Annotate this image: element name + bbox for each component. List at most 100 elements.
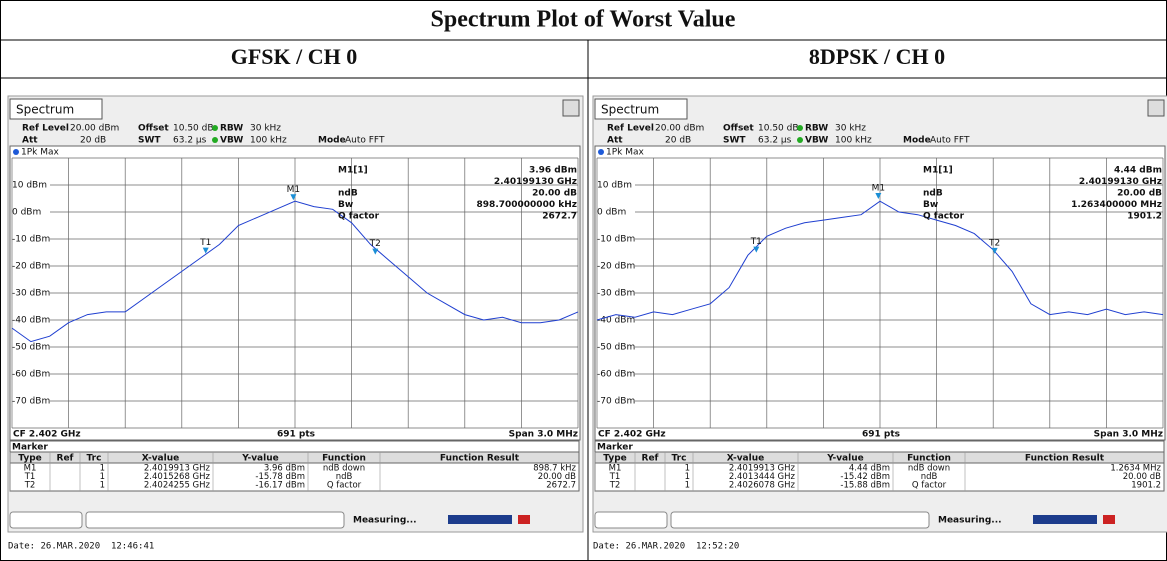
info-value: 2.40199130 GHz — [1079, 177, 1162, 187]
column-header: Function Result — [1025, 454, 1105, 464]
setting-label: Mode — [318, 136, 346, 146]
setting-label: Offset — [138, 124, 169, 134]
status-text: Measuring... — [353, 516, 417, 526]
column-header: X-value — [142, 454, 179, 464]
setting-label: Offset — [723, 124, 754, 134]
info-label: ndB — [338, 189, 358, 199]
setting-label: SWT — [723, 136, 746, 146]
table-cell: T2 — [609, 481, 621, 491]
setting-label: RBW — [805, 124, 828, 134]
trace-dot — [598, 149, 604, 155]
marker-table — [9, 440, 580, 492]
table-cell: Q factor — [327, 481, 362, 491]
info-label: Bw — [923, 200, 938, 210]
column-header: Trc — [87, 454, 102, 464]
table-cell: 2.4024255 GHz — [144, 481, 211, 491]
marker-label: M1 — [287, 185, 301, 195]
info-label: ndB — [923, 189, 943, 199]
y-tick-label: -70 dBm — [12, 397, 50, 407]
subtitle: GFSK / CH 0 — [231, 44, 358, 69]
setting-value: 63.2 µs — [173, 136, 207, 146]
status-box — [9, 511, 83, 529]
y-tick-label: -60 dBm — [597, 370, 635, 380]
table-cell: Q factor — [912, 481, 947, 491]
tab-label: Spectrum — [16, 103, 74, 117]
status-box — [85, 511, 345, 529]
column-header: Function — [322, 454, 366, 464]
y-tick-label: -20 dBm — [12, 262, 50, 272]
trace — [596, 200, 1164, 321]
tab — [9, 98, 103, 120]
info-label: Q factor — [923, 212, 965, 222]
info-label: M1[1] — [338, 166, 368, 176]
table-cell: ndB — [921, 472, 938, 482]
marker — [753, 246, 760, 253]
table-cell: 20.00 dB — [1123, 472, 1161, 482]
info-label: Q factor — [338, 212, 380, 222]
column-header: Ref — [57, 454, 74, 464]
column-header: Type — [603, 454, 626, 464]
setting-value: Auto FFT — [930, 136, 970, 146]
column-header: Y-value — [826, 454, 863, 464]
table-cell: 2.4026078 GHz — [729, 481, 796, 491]
setting-value: 30 kHz — [250, 124, 281, 134]
table-cell: 2.4013444 GHz — [729, 472, 796, 482]
table-cell: M1 — [24, 464, 37, 474]
y-tick-label: -50 dBm — [12, 343, 50, 353]
setting-label: VBW — [220, 136, 243, 146]
setting-value: 20 dB — [80, 136, 106, 146]
info-value: 20.00 dB — [1117, 189, 1162, 199]
y-tick-label: -30 dBm — [597, 289, 635, 299]
y-tick-label: -10 dBm — [12, 235, 50, 245]
footer-span: Span 3.0 MHz — [1094, 430, 1163, 440]
table-cell: -16.17 dBm — [255, 481, 305, 491]
marker-table — [594, 440, 1165, 492]
info-value: 1.263400000 MHz — [1071, 200, 1162, 210]
title: Spectrum Plot of Worst Value — [431, 7, 736, 33]
table-cell: ndB down — [323, 464, 365, 474]
progress-bar — [1033, 515, 1097, 524]
table-cell: ndB down — [908, 464, 950, 474]
table-cell: -15.88 dBm — [840, 481, 890, 491]
column-header: Function Result — [440, 454, 520, 464]
marker-label: T1 — [750, 237, 762, 247]
setting-value: 20.00 dBm — [655, 124, 704, 134]
column-header: X-value — [727, 454, 764, 464]
setting-label: Att — [22, 136, 38, 146]
table-cell: T1 — [24, 472, 36, 482]
table-cell: 1 — [685, 481, 690, 491]
footer-cf: CF 2.402 GHz — [13, 430, 81, 440]
table-cell: 898.7 kHz — [533, 464, 576, 474]
column-header: Ref — [642, 454, 659, 464]
footer-cf: CF 2.402 GHz — [598, 430, 666, 440]
table-cell: ndB — [336, 472, 353, 482]
table-cell: 1 — [100, 472, 105, 482]
y-tick-label: -50 dBm — [597, 343, 635, 353]
table-cell: 1.2634 MHz — [1110, 464, 1161, 474]
footer-points: 691 pts — [277, 430, 315, 440]
icon — [1147, 99, 1165, 117]
table-cell: 1 — [685, 472, 690, 482]
setting-value: 10.50 dB — [758, 124, 799, 134]
footer-points: 691 pts — [862, 430, 900, 440]
info-value: 898.700000000 kHz — [477, 200, 577, 210]
marker — [372, 248, 379, 255]
table-cell: 2.4015268 GHz — [144, 472, 211, 482]
setting-label: Ref Level — [607, 124, 654, 134]
footer-span: Span 3.0 MHz — [509, 430, 578, 440]
progress-indicator — [1103, 515, 1115, 524]
table-title: Marker — [597, 443, 633, 453]
column-header: Trc — [672, 454, 687, 464]
marker — [875, 193, 882, 200]
table-cell: 2.4019913 GHz — [144, 464, 211, 474]
column-header: Function — [907, 454, 951, 464]
y-tick-label: 10 dBm — [597, 181, 632, 191]
y-tick-label: -70 dBm — [597, 397, 635, 407]
marker — [202, 247, 209, 254]
setting-value: 30 kHz — [835, 124, 866, 134]
y-tick-label: 0 dBm — [597, 208, 626, 218]
info-value: 4.44 dBm — [1114, 166, 1162, 176]
y-tick-label: 10 dBm — [12, 181, 47, 191]
table-cell: 1 — [685, 464, 690, 474]
